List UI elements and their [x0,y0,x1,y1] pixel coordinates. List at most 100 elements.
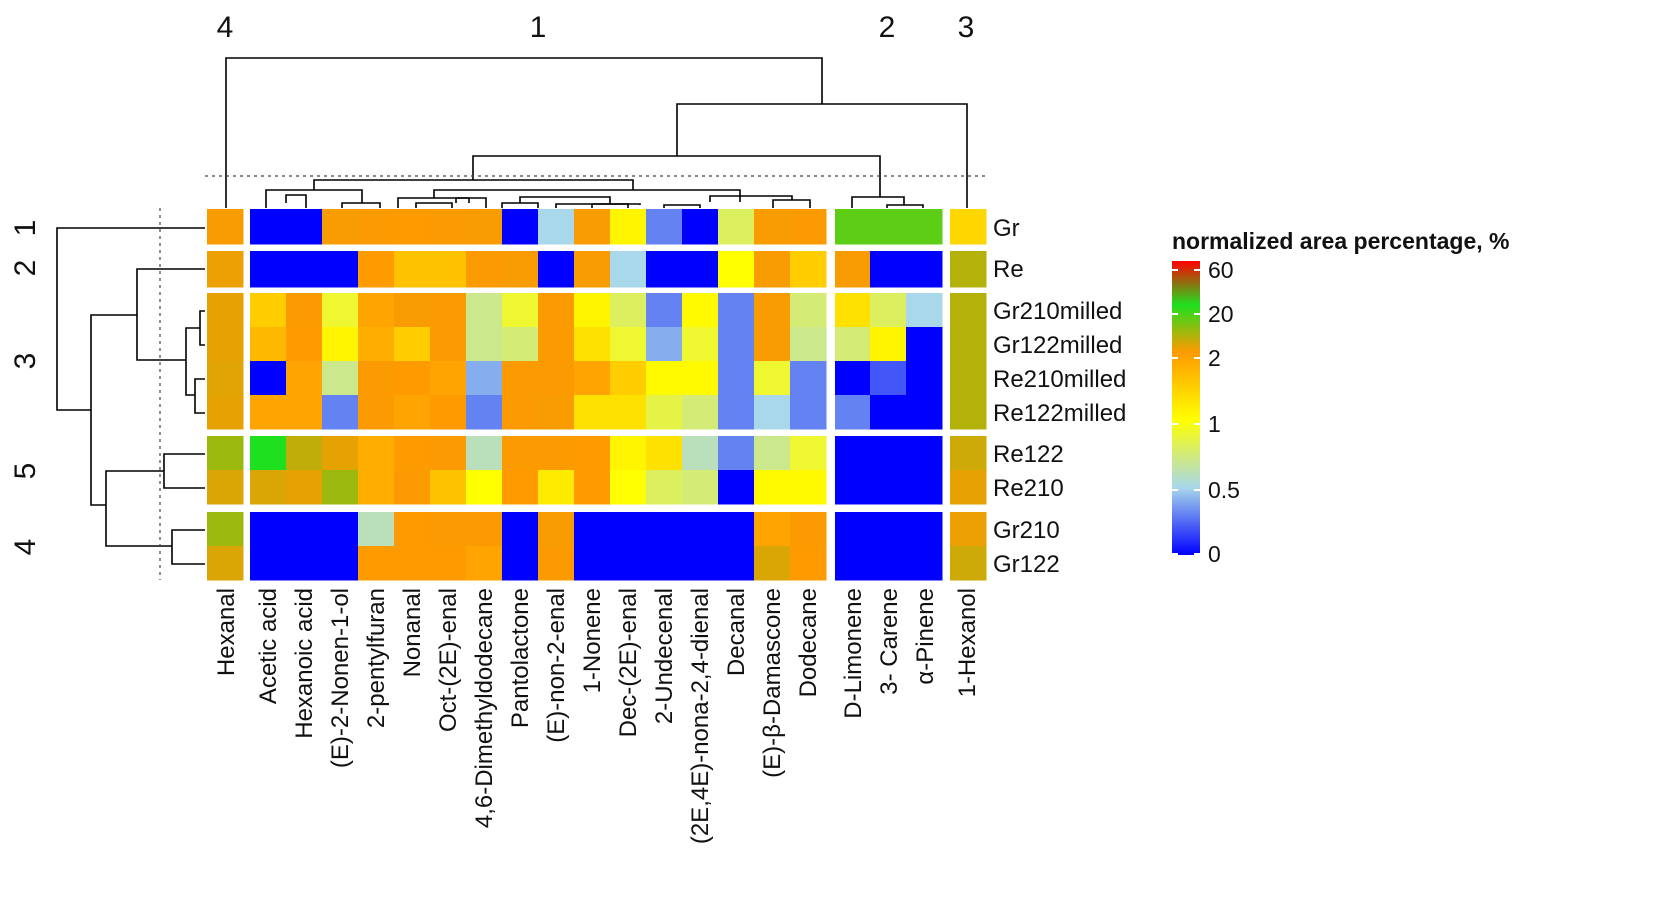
column-dendrogram-branch [851,196,905,208]
column-dendrogram-branch [265,189,363,208]
heatmap-cell [574,546,611,581]
row-label: Re122 [993,441,1064,468]
column-label: 2-pentylfuran [363,588,390,728]
column-label: Nonanal [399,588,426,677]
heatmap-cell [870,209,907,245]
heatmap-cell [835,395,871,430]
heatmap-cell [835,251,871,288]
row-dendrogram-branch [136,268,205,361]
heatmap-cell [322,293,359,328]
heatmap-cell [207,512,244,547]
heatmap-cell [718,209,755,245]
heatmap-cell [430,512,467,547]
heatmap-cell [950,546,987,581]
heatmap-cell [950,209,987,245]
heatmap-cell [538,470,575,505]
heatmap-cell [466,293,503,328]
row-cluster-label: 3 [9,353,42,370]
heatmap-cell [835,436,871,471]
heatmap-cell [207,209,244,245]
column-cluster-numbers: 4 1 2 3 [217,11,975,44]
heatmap-cell [790,209,827,245]
legend-ticks [1172,269,1200,555]
heatmap-cell [682,470,719,505]
heatmap-cell [430,546,467,581]
heatmap-cell [906,209,943,245]
heatmap-cell [906,470,943,505]
heatmap-cell [502,470,539,505]
heatmap-cell [754,293,791,328]
heatmap-cell [682,361,719,396]
heatmap-cell [574,293,611,328]
heatmap-cell [322,251,359,288]
column-cluster-label: 4 [217,11,234,44]
heatmap-cell [466,209,503,245]
column-dendrogram-branch [519,196,611,204]
heatmap-cell [394,251,431,288]
column-dendrogram-branch [772,199,811,208]
heatmap-cell [502,327,539,362]
heatmap-cell [394,395,431,430]
heatmap-cell [358,293,395,328]
heatmap-cell [502,512,539,547]
heatmap-cell [250,546,287,581]
heatmap-cell [870,470,907,505]
heatmap-cell [610,512,647,547]
heatmap-cell [250,470,287,505]
heatmap-cell [906,436,943,471]
heatmap-cell [610,327,647,362]
column-dendrogram-branch [709,195,793,202]
heatmap-cell [790,361,827,396]
column-label: Hexanal [213,588,240,676]
heatmap-cell [682,512,719,547]
heatmap-cell [610,251,647,288]
heatmap-cell [906,546,943,581]
heatmap-cell [358,546,395,581]
heatmap-cell [950,361,987,396]
heatmap-cell [682,293,719,328]
row-dendrogram-branch [163,453,205,489]
column-dendrogram-branch [313,179,634,190]
heatmap-cell [574,251,611,288]
heatmap-cell [430,470,467,505]
heatmap-cell [250,512,287,547]
heatmap-cells [207,209,987,581]
column-label: Acetic acid [255,588,282,704]
column-cluster-label: 1 [530,11,547,44]
column-dendrogram-branch [886,204,924,208]
heatmap-cell [718,251,755,288]
heatmap-cell [502,436,539,471]
heatmap-cell [718,361,755,396]
legend-tick-label: 0.5 [1208,477,1240,503]
column-label: (E)-β-Damascone [759,588,786,778]
heatmap-cell [358,395,395,430]
row-dendrogram-branch [199,310,205,346]
heatmap-cell [466,251,503,288]
heatmap-cell [358,436,395,471]
heatmap-cell [790,470,827,505]
heatmap-cell [870,512,907,547]
heatmap-cell [286,436,323,471]
column-cluster-label: 3 [958,11,975,44]
heatmap-cell [430,361,467,396]
heatmap-cell [835,512,871,547]
heatmap-cell [646,209,683,245]
legend-tick-label: 20 [1208,301,1234,327]
column-label: Decanal [723,588,750,676]
heatmap-cell [950,436,987,471]
heatmap-cell [906,395,943,430]
heatmap-cell [906,361,943,396]
heatmap-cell [358,327,395,362]
heatmap-cell [322,436,359,471]
heatmap-cell [538,436,575,471]
heatmap-cell [250,395,287,430]
row-dendrogram-branch [105,470,172,547]
heatmap-cell [574,470,611,505]
heatmap-cell [430,436,467,471]
column-dendrogram-branch [455,197,487,208]
heatmap-cell [430,251,467,288]
column-dendrogram-branch [285,194,307,208]
heatmap-cell [610,293,647,328]
heatmap-cell [790,251,827,288]
row-label: Gr122milled [993,332,1122,359]
